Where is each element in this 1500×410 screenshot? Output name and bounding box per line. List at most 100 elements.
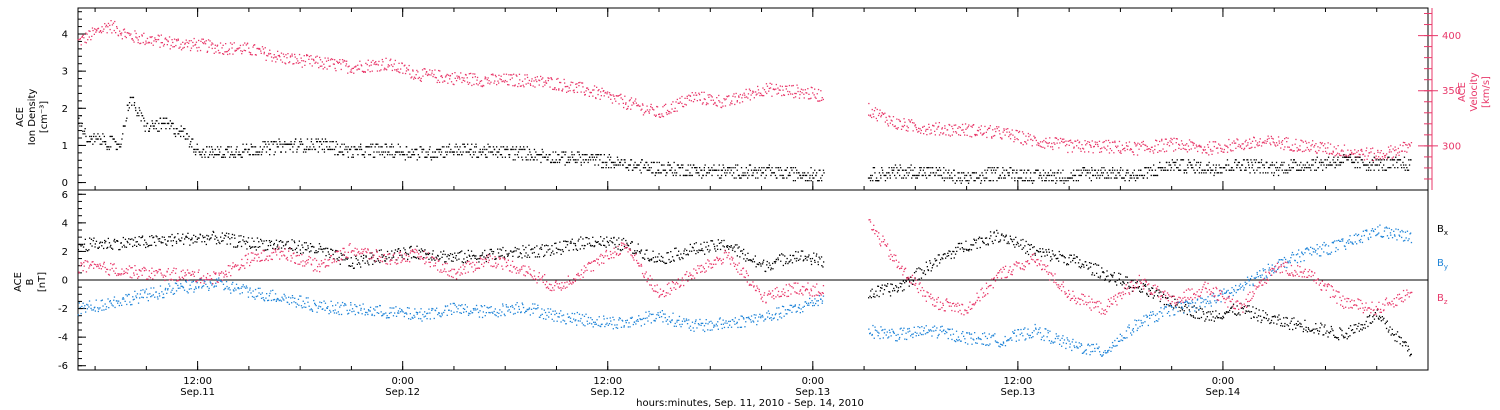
- velocity-point: [760, 92, 762, 94]
- velocity-point: [152, 44, 154, 46]
- velocity-point: [777, 92, 780, 94]
- velocity-point: [1275, 142, 1278, 144]
- velocity-point: [1237, 139, 1239, 141]
- velocity-point: [1115, 145, 1117, 147]
- density-point: [1023, 172, 1025, 174]
- series-bx-point: [586, 237, 588, 239]
- series-bx-point: [899, 282, 901, 284]
- series-bx-point: [449, 253, 452, 255]
- velocity-point: [1321, 142, 1323, 144]
- velocity-point: [981, 134, 983, 136]
- velocity-point: [884, 121, 886, 123]
- density-point: [427, 154, 429, 156]
- density-point: [991, 167, 993, 169]
- density-point: [807, 172, 809, 174]
- density-point: [1346, 159, 1348, 161]
- series-bx-point: [466, 260, 469, 262]
- velocity-point: [531, 78, 533, 80]
- velocity-point: [556, 78, 558, 80]
- density-point: [223, 154, 225, 156]
- density-point: [867, 177, 870, 179]
- b-axis-tick-label: 6: [62, 190, 68, 201]
- density-point: [669, 169, 671, 171]
- series-bx-point: [381, 256, 384, 258]
- velocity-point: [519, 85, 522, 87]
- velocity-point: [301, 60, 303, 62]
- density-point: [881, 167, 883, 169]
- velocity-point: [1395, 154, 1397, 156]
- density-point: [696, 167, 698, 169]
- velocity-point: [249, 53, 252, 56]
- density-point: [915, 177, 917, 179]
- velocity-point: [114, 20, 116, 23]
- velocity-point: [506, 80, 508, 83]
- velocity-point: [1180, 148, 1182, 150]
- series-bx-point: [172, 240, 174, 242]
- density-point: [917, 174, 919, 177]
- density-point: [1160, 167, 1162, 169]
- series-bx-point: [359, 263, 361, 265]
- density-point: [628, 169, 630, 171]
- series-bx-point: [1101, 271, 1104, 273]
- density-point: [1042, 169, 1045, 171]
- velocity-point: [741, 101, 744, 103]
- velocity-point: [407, 69, 410, 71]
- velocity-point: [430, 74, 432, 76]
- density-point: [1023, 169, 1026, 171]
- density-point: [105, 141, 107, 143]
- series-bx-point: [716, 245, 718, 247]
- density-point: [151, 120, 153, 122]
- series-bx-point: [813, 252, 815, 254]
- density-point: [254, 146, 257, 148]
- density-point: [644, 167, 647, 169]
- series-bx-point: [880, 287, 882, 289]
- density-point: [209, 154, 211, 156]
- density-point: [530, 154, 532, 156]
- density-point: [520, 148, 522, 151]
- density-point: [1310, 169, 1312, 171]
- density-point: [907, 174, 909, 177]
- series-bx-point: [536, 256, 539, 258]
- density-point: [780, 169, 783, 171]
- series-bx-point: [823, 261, 825, 263]
- series-bx-point: [555, 242, 557, 244]
- series-bx-point: [1160, 291, 1162, 293]
- series-bx-point: [265, 240, 268, 242]
- velocity-point: [886, 119, 888, 121]
- density-point: [782, 174, 784, 177]
- density-point: [914, 174, 916, 177]
- density-point: [812, 172, 814, 174]
- series-bx-point: [965, 240, 967, 242]
- velocity-point: [1159, 140, 1161, 143]
- series-bx-point: [541, 244, 543, 246]
- velocity-point: [1199, 146, 1201, 148]
- density-point: [1228, 164, 1230, 166]
- density-point: [1330, 164, 1332, 166]
- velocity-point: [661, 115, 663, 117]
- velocity-point: [677, 102, 679, 104]
- velocity-point: [449, 78, 451, 80]
- velocity-point: [1063, 141, 1065, 143]
- velocity-point: [553, 88, 555, 91]
- series-bx-point: [216, 236, 218, 239]
- density-point: [667, 161, 669, 164]
- velocity-point: [699, 99, 701, 101]
- velocity-point: [1063, 138, 1065, 140]
- density-point: [896, 167, 898, 169]
- density-point: [870, 177, 872, 179]
- density-point: [889, 177, 891, 179]
- velocity-point: [998, 130, 1000, 132]
- series-bx-point: [106, 247, 108, 249]
- series-bx-point: [1263, 316, 1265, 319]
- density-point: [292, 151, 294, 153]
- density-point: [181, 130, 183, 132]
- density-point: [93, 135, 95, 138]
- density-point: [296, 148, 298, 151]
- velocity-point: [567, 90, 569, 92]
- velocity-point: [1367, 155, 1369, 157]
- series-bx-point: [769, 264, 771, 266]
- density-point: [455, 143, 457, 145]
- density-point: [397, 143, 399, 145]
- density-point: [1145, 167, 1147, 169]
- density-point: [958, 172, 960, 174]
